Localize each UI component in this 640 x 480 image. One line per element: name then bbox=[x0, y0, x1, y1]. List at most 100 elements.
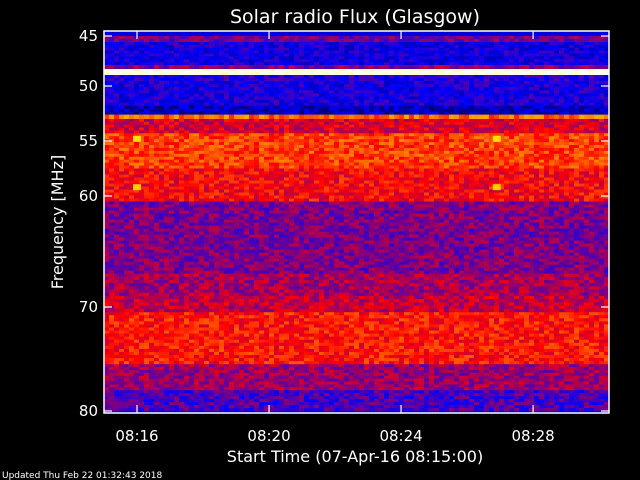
heatmap-cell bbox=[109, 114, 115, 120]
heatmap-cell bbox=[114, 84, 120, 88]
heatmap-cell bbox=[264, 180, 270, 184]
heatmap-cell bbox=[189, 99, 195, 104]
heatmap-cell bbox=[244, 147, 250, 152]
heatmap-cell bbox=[269, 177, 275, 181]
heatmap-cell bbox=[269, 162, 275, 166]
heatmap-cell bbox=[144, 121, 150, 126]
heatmap-cell bbox=[164, 78, 170, 82]
heatmap-cell bbox=[379, 105, 385, 110]
heatmap-cell bbox=[439, 56, 445, 60]
heatmap-cell bbox=[459, 75, 465, 79]
heatmap-cell bbox=[589, 153, 595, 158]
heatmap-cell bbox=[524, 180, 530, 184]
heatmap-cell bbox=[604, 99, 610, 104]
heatmap-cell bbox=[154, 111, 160, 115]
heatmap-cell bbox=[169, 56, 175, 60]
heatmap-cell bbox=[554, 165, 560, 169]
heatmap-cell bbox=[334, 84, 340, 88]
heatmap-cell bbox=[574, 124, 580, 128]
heatmap-cell bbox=[384, 42, 390, 46]
heatmap-cell bbox=[469, 36, 475, 40]
heatmap-cell bbox=[574, 93, 580, 97]
heatmap-cell bbox=[234, 42, 240, 46]
heatmap-cell bbox=[439, 124, 445, 128]
heatmap-cell bbox=[499, 87, 505, 91]
heatmap-cell bbox=[424, 90, 430, 94]
heatmap-cell bbox=[259, 153, 265, 158]
heatmap-cell bbox=[574, 159, 580, 164]
heatmap-cell bbox=[284, 171, 290, 175]
heatmap-cell bbox=[569, 142, 575, 146]
heatmap-cell bbox=[434, 127, 440, 131]
heatmap-cell bbox=[394, 42, 400, 46]
heatmap-cell bbox=[159, 153, 165, 158]
heatmap-cell bbox=[349, 78, 355, 82]
heatmap-cell bbox=[184, 171, 190, 175]
heatmap-cell bbox=[414, 99, 420, 104]
heatmap-cell bbox=[214, 36, 220, 40]
heatmap-cell bbox=[524, 78, 530, 82]
heatmap-cell bbox=[559, 162, 565, 166]
heatmap-cell bbox=[514, 42, 520, 46]
heatmap-cell bbox=[269, 124, 275, 128]
heatmap-cell bbox=[324, 50, 330, 54]
heatmap-cell bbox=[499, 42, 505, 46]
heatmap-cell bbox=[454, 177, 460, 181]
heatmap-cell bbox=[224, 145, 230, 149]
heatmap-cell bbox=[484, 165, 490, 169]
heatmap-cell bbox=[134, 59, 140, 63]
heatmap-cell bbox=[369, 69, 375, 73]
heatmap-cell bbox=[104, 50, 110, 54]
heatmap-cell bbox=[434, 168, 440, 172]
heatmap-cell bbox=[544, 87, 550, 91]
heatmap-cell bbox=[589, 50, 595, 54]
heatmap-cell bbox=[459, 150, 465, 155]
heatmap-cell bbox=[399, 159, 405, 164]
heatmap-cell bbox=[379, 142, 385, 146]
heatmap-cell bbox=[474, 75, 480, 79]
heatmap-cell bbox=[204, 99, 210, 104]
heatmap-cell bbox=[269, 69, 275, 73]
heatmap-cell bbox=[489, 153, 495, 158]
heatmap-cell bbox=[504, 108, 510, 113]
heatmap-cell bbox=[419, 105, 425, 110]
heatmap-cell bbox=[404, 90, 410, 94]
heatmap-cell bbox=[584, 90, 590, 94]
heatmap-cell bbox=[379, 147, 385, 152]
heatmap-cell bbox=[294, 75, 300, 79]
heatmap-cell bbox=[344, 99, 350, 104]
heatmap-cell bbox=[284, 139, 290, 143]
heatmap-cell bbox=[334, 119, 340, 123]
heatmap-cell bbox=[334, 142, 340, 146]
heatmap-cell bbox=[434, 62, 440, 66]
heatmap-cell bbox=[479, 42, 485, 46]
heatmap-cell bbox=[559, 78, 565, 82]
heatmap-cell bbox=[319, 72, 325, 76]
heatmap-cell bbox=[449, 53, 455, 57]
heatmap-cell bbox=[439, 142, 445, 146]
heatmap-cell bbox=[554, 50, 560, 54]
heatmap-cell bbox=[229, 136, 235, 140]
heatmap-cell bbox=[214, 105, 220, 110]
heatmap-cell bbox=[499, 121, 505, 126]
heatmap-cell bbox=[454, 174, 460, 178]
heatmap-cell bbox=[304, 62, 310, 66]
heatmap-cell bbox=[504, 139, 510, 143]
heatmap-cell bbox=[199, 165, 205, 169]
heatmap-cell bbox=[499, 139, 505, 143]
heatmap-cell bbox=[214, 124, 220, 128]
heatmap-cell bbox=[544, 75, 550, 79]
heatmap-cell bbox=[459, 90, 465, 94]
heatmap-cell bbox=[319, 50, 325, 54]
heatmap-cell bbox=[574, 153, 580, 158]
heatmap-cell bbox=[134, 65, 140, 70]
heatmap-cell bbox=[559, 84, 565, 88]
heatmap-cell bbox=[159, 50, 165, 54]
heatmap-cell bbox=[339, 44, 345, 49]
heatmap-cell bbox=[134, 127, 140, 131]
heatmap-cell bbox=[259, 90, 265, 94]
heatmap-cell bbox=[234, 53, 240, 57]
heatmap-cell bbox=[224, 127, 230, 131]
heatmap-cell bbox=[549, 171, 555, 175]
heatmap-cell bbox=[439, 111, 445, 115]
